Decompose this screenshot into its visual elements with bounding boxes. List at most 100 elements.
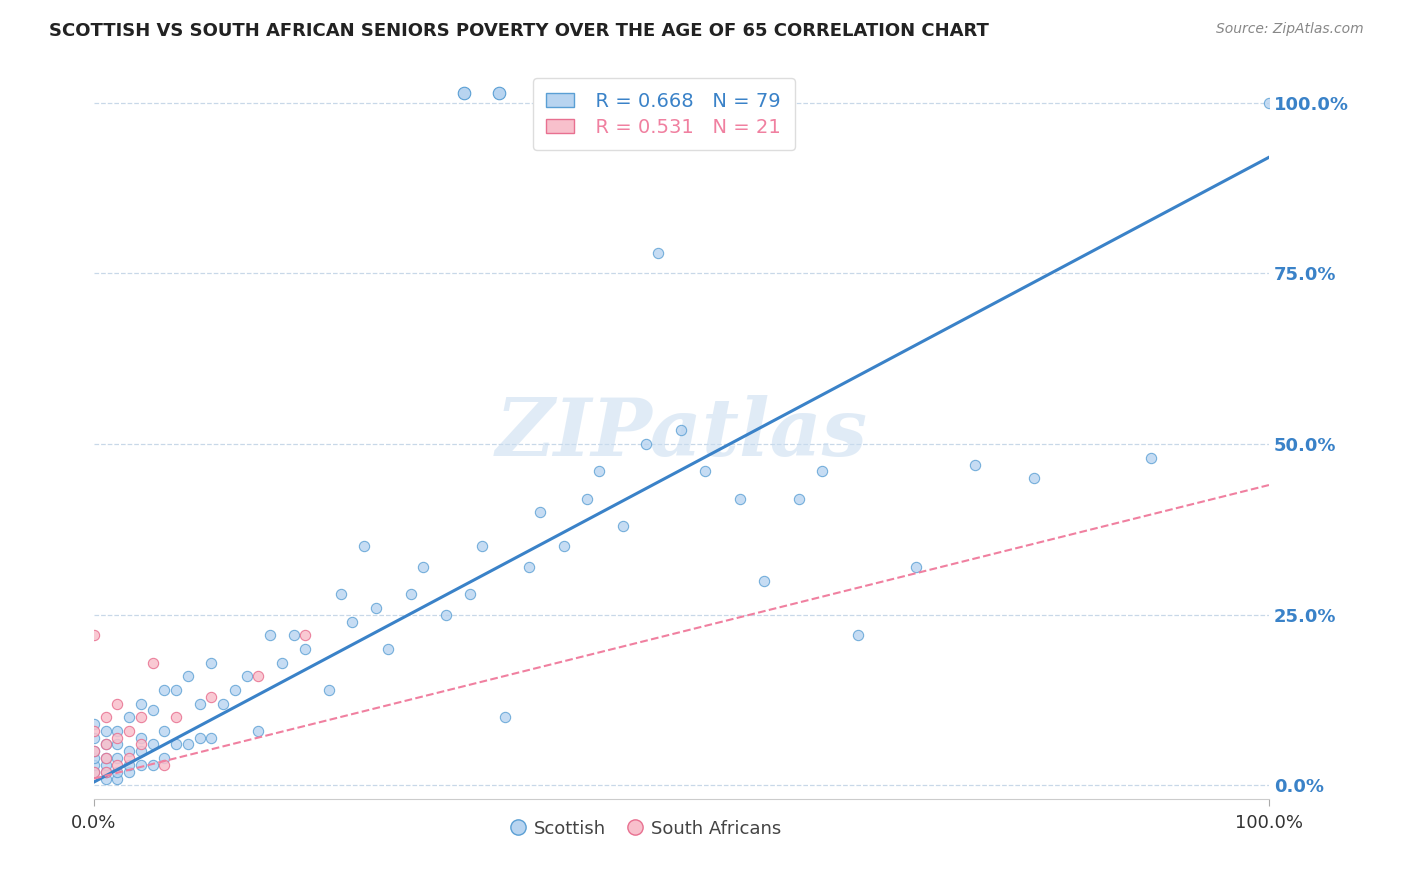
Point (118, 764, 141, 779)
Point (247, 723, 270, 738)
Point (94, 738, 117, 752)
Point (107, 697, 129, 711)
Text: SCOTTISH VS SOUTH AFRICAN SENIORS POVERTY OVER THE AGE OF 65 CORRELATION CHART: SCOTTISH VS SOUTH AFRICAN SENIORS POVERT… (49, 22, 988, 40)
Point (142, 656, 165, 670)
Point (118, 710, 141, 724)
Point (165, 738, 187, 752)
Point (129, 738, 152, 752)
Point (177, 669, 200, 683)
Point (965, 458, 987, 472)
Point (94, 764, 117, 779)
Point (107, 758, 129, 772)
Point (118, 758, 141, 772)
Point (94, 738, 117, 752)
Point (165, 710, 187, 724)
Point (224, 682, 246, 697)
Point (612, 519, 634, 533)
Point (83, 751, 105, 765)
Point (142, 758, 165, 772)
Point (588, 464, 610, 478)
Point (529, 505, 551, 519)
Point (94, 710, 117, 724)
Point (342, 615, 364, 629)
Point (200, 731, 222, 745)
Point (83, 723, 105, 738)
Point (94, 751, 117, 765)
Point (364, 601, 387, 615)
Point (247, 669, 270, 683)
Point (787, 491, 810, 506)
Point (200, 690, 222, 704)
Point (647, 245, 669, 260)
Point (259, 628, 281, 642)
Point (153, 751, 176, 765)
Point (83, 628, 105, 642)
Point (1140, 450, 1163, 465)
Point (107, 738, 129, 752)
Point (83, 764, 105, 779)
Point (83, 744, 105, 758)
Point (553, 540, 575, 554)
Point (1022, 471, 1045, 485)
Point (165, 682, 187, 697)
Point (142, 703, 165, 717)
Point (83, 717, 105, 731)
Point (200, 656, 222, 670)
Point (129, 758, 152, 772)
Point (353, 540, 375, 554)
Point (636, 437, 658, 451)
Point (329, 587, 352, 601)
Point (142, 738, 165, 752)
Point (83, 731, 105, 745)
Point (576, 491, 599, 506)
Point (129, 710, 152, 724)
Point (94, 751, 117, 765)
Point (693, 464, 716, 478)
Point (118, 744, 141, 758)
Point (94, 764, 117, 779)
Point (188, 697, 211, 711)
Point (283, 628, 305, 642)
Point (153, 758, 176, 772)
Point (129, 744, 152, 758)
Point (671, 424, 693, 438)
Point (107, 764, 129, 779)
Point (107, 731, 129, 745)
Point (458, 587, 481, 601)
Point (494, 710, 516, 724)
Point (846, 628, 869, 642)
Point (905, 560, 928, 574)
Point (153, 682, 176, 697)
Point (118, 723, 141, 738)
Point (83, 744, 105, 758)
Point (377, 641, 399, 656)
Point (294, 628, 316, 642)
Point (399, 587, 422, 601)
Point (94, 758, 117, 772)
Point (212, 697, 235, 711)
Text: ZIPatlas: ZIPatlas (495, 395, 868, 473)
Point (118, 751, 141, 765)
Point (83, 764, 105, 779)
Point (153, 723, 176, 738)
Point (107, 772, 129, 786)
Point (83, 758, 105, 772)
Point (517, 560, 540, 574)
Point (294, 641, 316, 656)
Point (436, 607, 458, 622)
Point (728, 491, 751, 506)
Point (235, 669, 257, 683)
Point (412, 560, 434, 574)
Point (94, 772, 117, 786)
Point (1258, 95, 1281, 110)
Point (471, 540, 494, 554)
Point (811, 464, 834, 478)
Legend:   R = 0.668   N = 79,   R = 0.531   N = 21: R = 0.668 N = 79, R = 0.531 N = 21 (533, 78, 794, 150)
Point (318, 682, 340, 697)
Point (94, 723, 117, 738)
Point (107, 751, 129, 765)
Point (177, 738, 200, 752)
Point (107, 723, 129, 738)
Point (129, 697, 152, 711)
Point (271, 656, 294, 670)
